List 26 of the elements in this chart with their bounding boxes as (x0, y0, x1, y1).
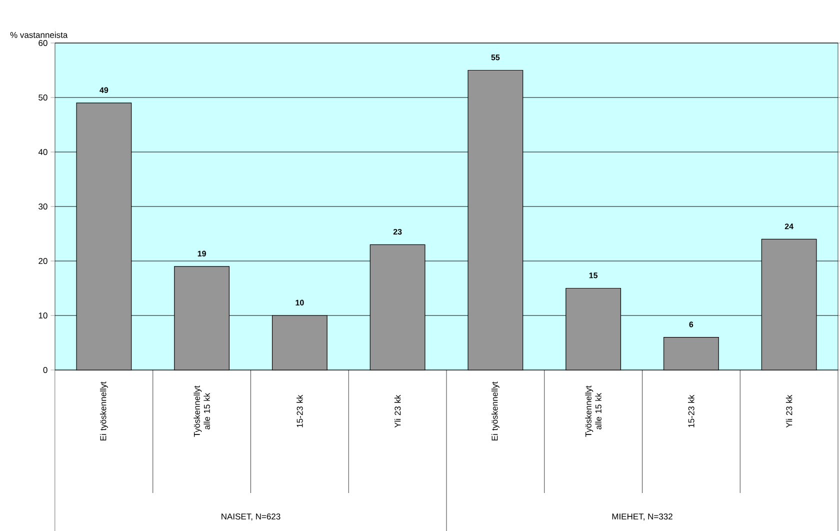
y-tick-label: 60 (38, 40, 48, 46)
data-label: 49 (100, 87, 108, 93)
x-tick-label: Yli 23 kk (394, 394, 401, 428)
text: MIEHET, N=332 (612, 514, 672, 521)
data-label: 15 (589, 272, 598, 278)
y-tick-label: 40 (38, 149, 48, 156)
y-tick-label: 0 (43, 367, 48, 374)
data-label: 55 (491, 54, 500, 60)
y-tick-label: 10 (38, 312, 48, 319)
y-tick-label: 30 (38, 204, 48, 210)
data-label: 10 (296, 300, 304, 306)
y-axis-title: % vastanneista (10, 32, 68, 38)
data-label: 24 (784, 224, 794, 230)
x-tick-label: Yli 23 kk (786, 394, 792, 428)
x-tick-label: Ei työskennellyt (491, 382, 500, 440)
x-tick-label: Työskennellyt alle 15 kk (194, 386, 210, 437)
y-tick-label: 50 (38, 94, 48, 101)
x-tick-label: 15-23 kk (688, 394, 694, 428)
x-tick-label: 15-23 kk (296, 394, 303, 428)
y-tick-label: 20 (38, 258, 48, 264)
x-tick-label: Työskennellyt alle 15 kk (585, 386, 602, 437)
x-tick-label: Ei työskennellyt (100, 382, 108, 440)
text: NAISET, N=623 (222, 514, 280, 521)
data-label: 23 (393, 228, 402, 235)
data-label: 19 (198, 250, 206, 256)
data-label: 6 (689, 322, 694, 328)
